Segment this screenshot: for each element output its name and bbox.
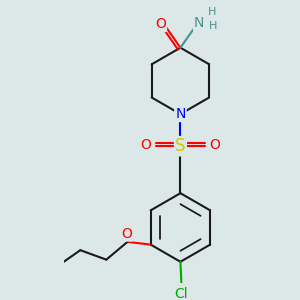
Text: Cl: Cl [175,287,188,300]
Text: O: O [155,17,166,31]
Text: O: O [141,138,152,152]
Text: N: N [175,107,186,121]
Text: O: O [121,226,132,241]
Text: H: H [209,21,218,32]
Text: S: S [175,137,186,155]
Text: H: H [208,7,217,17]
Text: N: N [194,16,204,30]
Text: O: O [209,138,220,152]
